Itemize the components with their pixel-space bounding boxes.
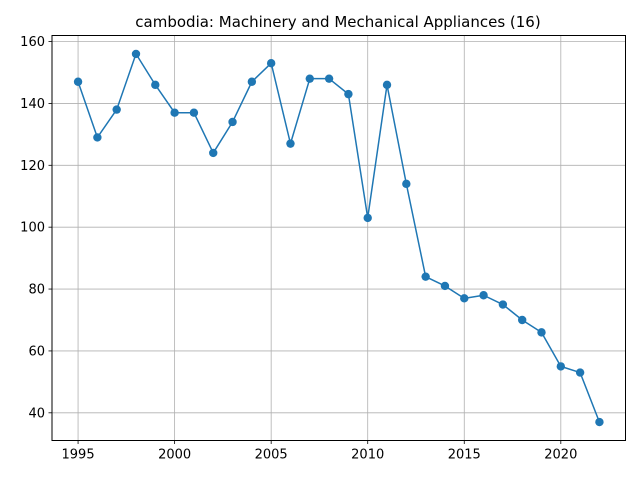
data-point xyxy=(498,300,508,309)
data-point xyxy=(382,80,392,90)
x-tick-label: 2020 xyxy=(544,448,577,463)
y-tick-label: 120 xyxy=(20,159,45,174)
data-point xyxy=(595,417,604,427)
data-point xyxy=(189,108,199,117)
data-point xyxy=(151,80,160,90)
x-tick-label: 1995 xyxy=(62,448,95,463)
y-tick-label: 80 xyxy=(28,283,45,298)
data-point xyxy=(556,362,566,371)
data-point xyxy=(73,77,83,86)
data-point xyxy=(247,77,257,86)
plot-area-frame xyxy=(51,35,626,441)
data-point xyxy=(286,139,295,148)
grid-layer xyxy=(52,35,626,441)
data-point xyxy=(170,108,179,117)
data-point xyxy=(93,133,102,142)
x-tick-label: 2015 xyxy=(448,448,481,463)
series-layer xyxy=(73,49,604,427)
data-point xyxy=(575,368,585,377)
data-point xyxy=(479,291,488,300)
data-point xyxy=(112,105,121,114)
data-point xyxy=(440,281,450,291)
y-tick-label: 40 xyxy=(28,406,45,421)
data-point xyxy=(324,74,334,83)
data-point xyxy=(421,272,430,281)
y-tick-label: 60 xyxy=(28,344,45,359)
data-point xyxy=(402,179,411,189)
x-tick-label: 2000 xyxy=(158,448,191,463)
axes-layer: 1995 2000 2005 2010 2015 2020 40 60 80 100 120 140 1… xyxy=(20,35,577,462)
data-point xyxy=(209,148,218,158)
series-line xyxy=(77,53,601,423)
data-point xyxy=(266,58,276,68)
chart-title: cambodia: Machinery and Mechanical Appli… xyxy=(135,13,540,31)
data-point xyxy=(363,213,372,223)
data-point xyxy=(344,89,353,99)
y-tick-label: 160 xyxy=(20,35,45,50)
data-point xyxy=(228,117,237,127)
x-tick-label: 2005 xyxy=(255,448,288,463)
data-point xyxy=(305,74,314,83)
data-point xyxy=(460,294,469,303)
y-tick-label: 100 xyxy=(20,221,45,236)
data-point xyxy=(131,49,141,59)
data-point xyxy=(537,328,546,337)
y-tick-label: 140 xyxy=(20,97,45,112)
x-tick-label: 2010 xyxy=(351,448,384,463)
data-point xyxy=(517,315,527,325)
